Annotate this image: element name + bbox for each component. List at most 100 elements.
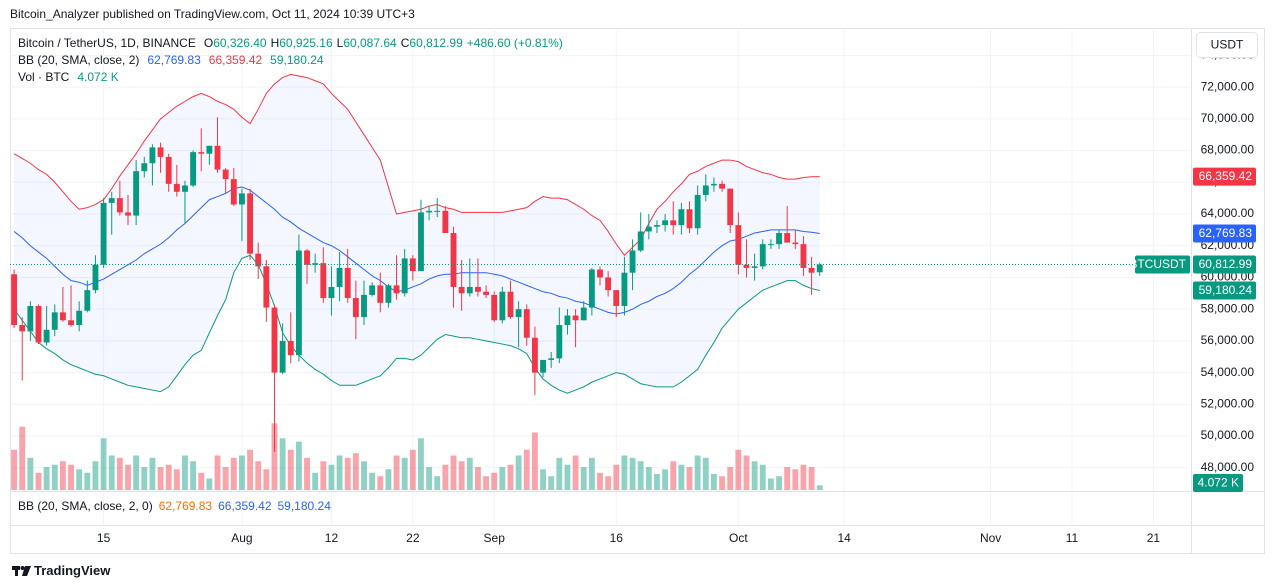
bb-value: 59,180.24 <box>270 53 324 67</box>
candle-body <box>637 231 644 251</box>
candle-body <box>304 250 310 265</box>
bb-pane-value: 59,180.24 <box>277 499 331 513</box>
symbol-title: Bitcoin / TetherUS, 1D, BINANCE <box>18 36 196 50</box>
volume-bar <box>702 457 709 490</box>
candle-body <box>133 171 140 216</box>
logo-part <box>20 566 25 570</box>
volume-bar <box>816 485 823 490</box>
band-price-tag-box <box>1193 281 1256 300</box>
volume-bar <box>401 457 408 490</box>
x-tick-label: Nov <box>980 531 1001 545</box>
logo-part <box>22 566 31 576</box>
x-tick-label: Oct <box>729 531 748 545</box>
volume-bar <box>198 472 205 490</box>
candle-body <box>442 210 449 234</box>
candle-body <box>35 306 42 343</box>
volume-bar <box>548 476 555 490</box>
volume-bar <box>35 472 42 490</box>
volume-bar <box>84 472 91 490</box>
candle-body <box>426 210 433 213</box>
band-price-tag: 66,359.42 <box>1199 169 1253 183</box>
change-label: +486.60 (+0.81%) <box>466 36 563 50</box>
volume-bar <box>588 457 595 490</box>
candle-body <box>686 209 693 229</box>
candle-body <box>767 244 774 246</box>
volume-bar <box>434 476 441 490</box>
volume-bar <box>328 464 335 490</box>
volume-bar <box>613 464 620 490</box>
candle-body <box>564 315 571 326</box>
volume-bar <box>743 455 750 490</box>
volume-bar <box>108 455 115 490</box>
volume-bar <box>165 464 172 490</box>
y-tick-label: 48,000.00 <box>1201 460 1255 474</box>
candle-body <box>68 320 74 326</box>
volume-bar <box>515 455 522 490</box>
bb-value: 66,359.42 <box>208 53 263 67</box>
volume-bar <box>808 467 815 490</box>
candle-body <box>515 309 522 318</box>
band-price-tag-box <box>1193 167 1256 186</box>
candle-body <box>173 183 180 192</box>
volume-bar <box>792 469 799 490</box>
candle-body <box>100 202 107 265</box>
candle-body <box>548 358 555 360</box>
candle-body <box>190 152 197 186</box>
candle-body <box>287 340 294 356</box>
candle-body <box>808 267 815 273</box>
ohlc-pair: L60,087.64 <box>337 35 397 52</box>
volume-bars <box>11 423 823 490</box>
candle-body <box>222 169 229 180</box>
volume-bar <box>466 457 473 490</box>
volume-bar <box>784 467 791 490</box>
volume-bar <box>149 457 156 490</box>
candle-body <box>450 233 457 287</box>
band-price-tag: 59,180.24 <box>1199 283 1253 297</box>
volume-bar <box>523 449 530 490</box>
candle-body <box>352 298 359 318</box>
volume-value: 4.072 K <box>77 70 119 84</box>
ohlc-key: C <box>400 36 410 50</box>
volume-bar <box>711 473 717 490</box>
price-tags: 62,769.83 66,359.42 59,180.24 60,812.99 BTCU… <box>1129 167 1256 492</box>
legend: Bitcoin / TetherUS, 1D, BINANCE O60,326.… <box>18 35 563 86</box>
ohlc-value: 60,925.16 <box>279 36 333 50</box>
volume-bar <box>678 464 685 490</box>
candle-body <box>483 291 489 295</box>
candle-body <box>678 209 685 226</box>
volume-bar <box>637 461 644 490</box>
candle-body <box>312 263 319 265</box>
candle-body <box>149 147 156 164</box>
candle-body <box>255 253 262 267</box>
volume-bar <box>76 469 83 490</box>
currency-label: USDT <box>1211 38 1244 52</box>
candle-body <box>361 294 367 318</box>
volume-bar <box>68 464 74 490</box>
volume-bar <box>426 467 433 490</box>
candle-body <box>84 290 91 311</box>
volume-bar <box>116 457 123 490</box>
candle-body <box>621 272 628 306</box>
currency-button[interactable] <box>1196 32 1258 58</box>
candle-body <box>385 285 392 303</box>
volume-bar <box>320 461 327 490</box>
volume-bar <box>312 472 319 490</box>
volume-bar <box>393 455 400 490</box>
ohlc-pair: H60,925.16 <box>271 35 333 52</box>
ohlc-value: 60,087.64 <box>343 36 397 50</box>
y-tick-label: 50,000.00 <box>1201 428 1255 442</box>
y-tick-label: 54,000.00 <box>1201 365 1255 379</box>
volume-bar <box>564 464 571 490</box>
candle-body <box>751 266 758 268</box>
volume-bar <box>255 461 262 490</box>
candle-body <box>51 312 58 330</box>
volume-bar <box>458 461 465 490</box>
candle-body <box>540 359 546 373</box>
volume-legend: Vol · BTC 4.072 K <box>18 69 563 86</box>
candle-body <box>59 312 66 321</box>
volume-bar <box>450 455 457 490</box>
volume-bar <box>759 464 766 490</box>
ohlc-key: L <box>336 36 344 50</box>
candle-body <box>629 250 636 273</box>
x-tick-label: 11 <box>1066 531 1079 545</box>
